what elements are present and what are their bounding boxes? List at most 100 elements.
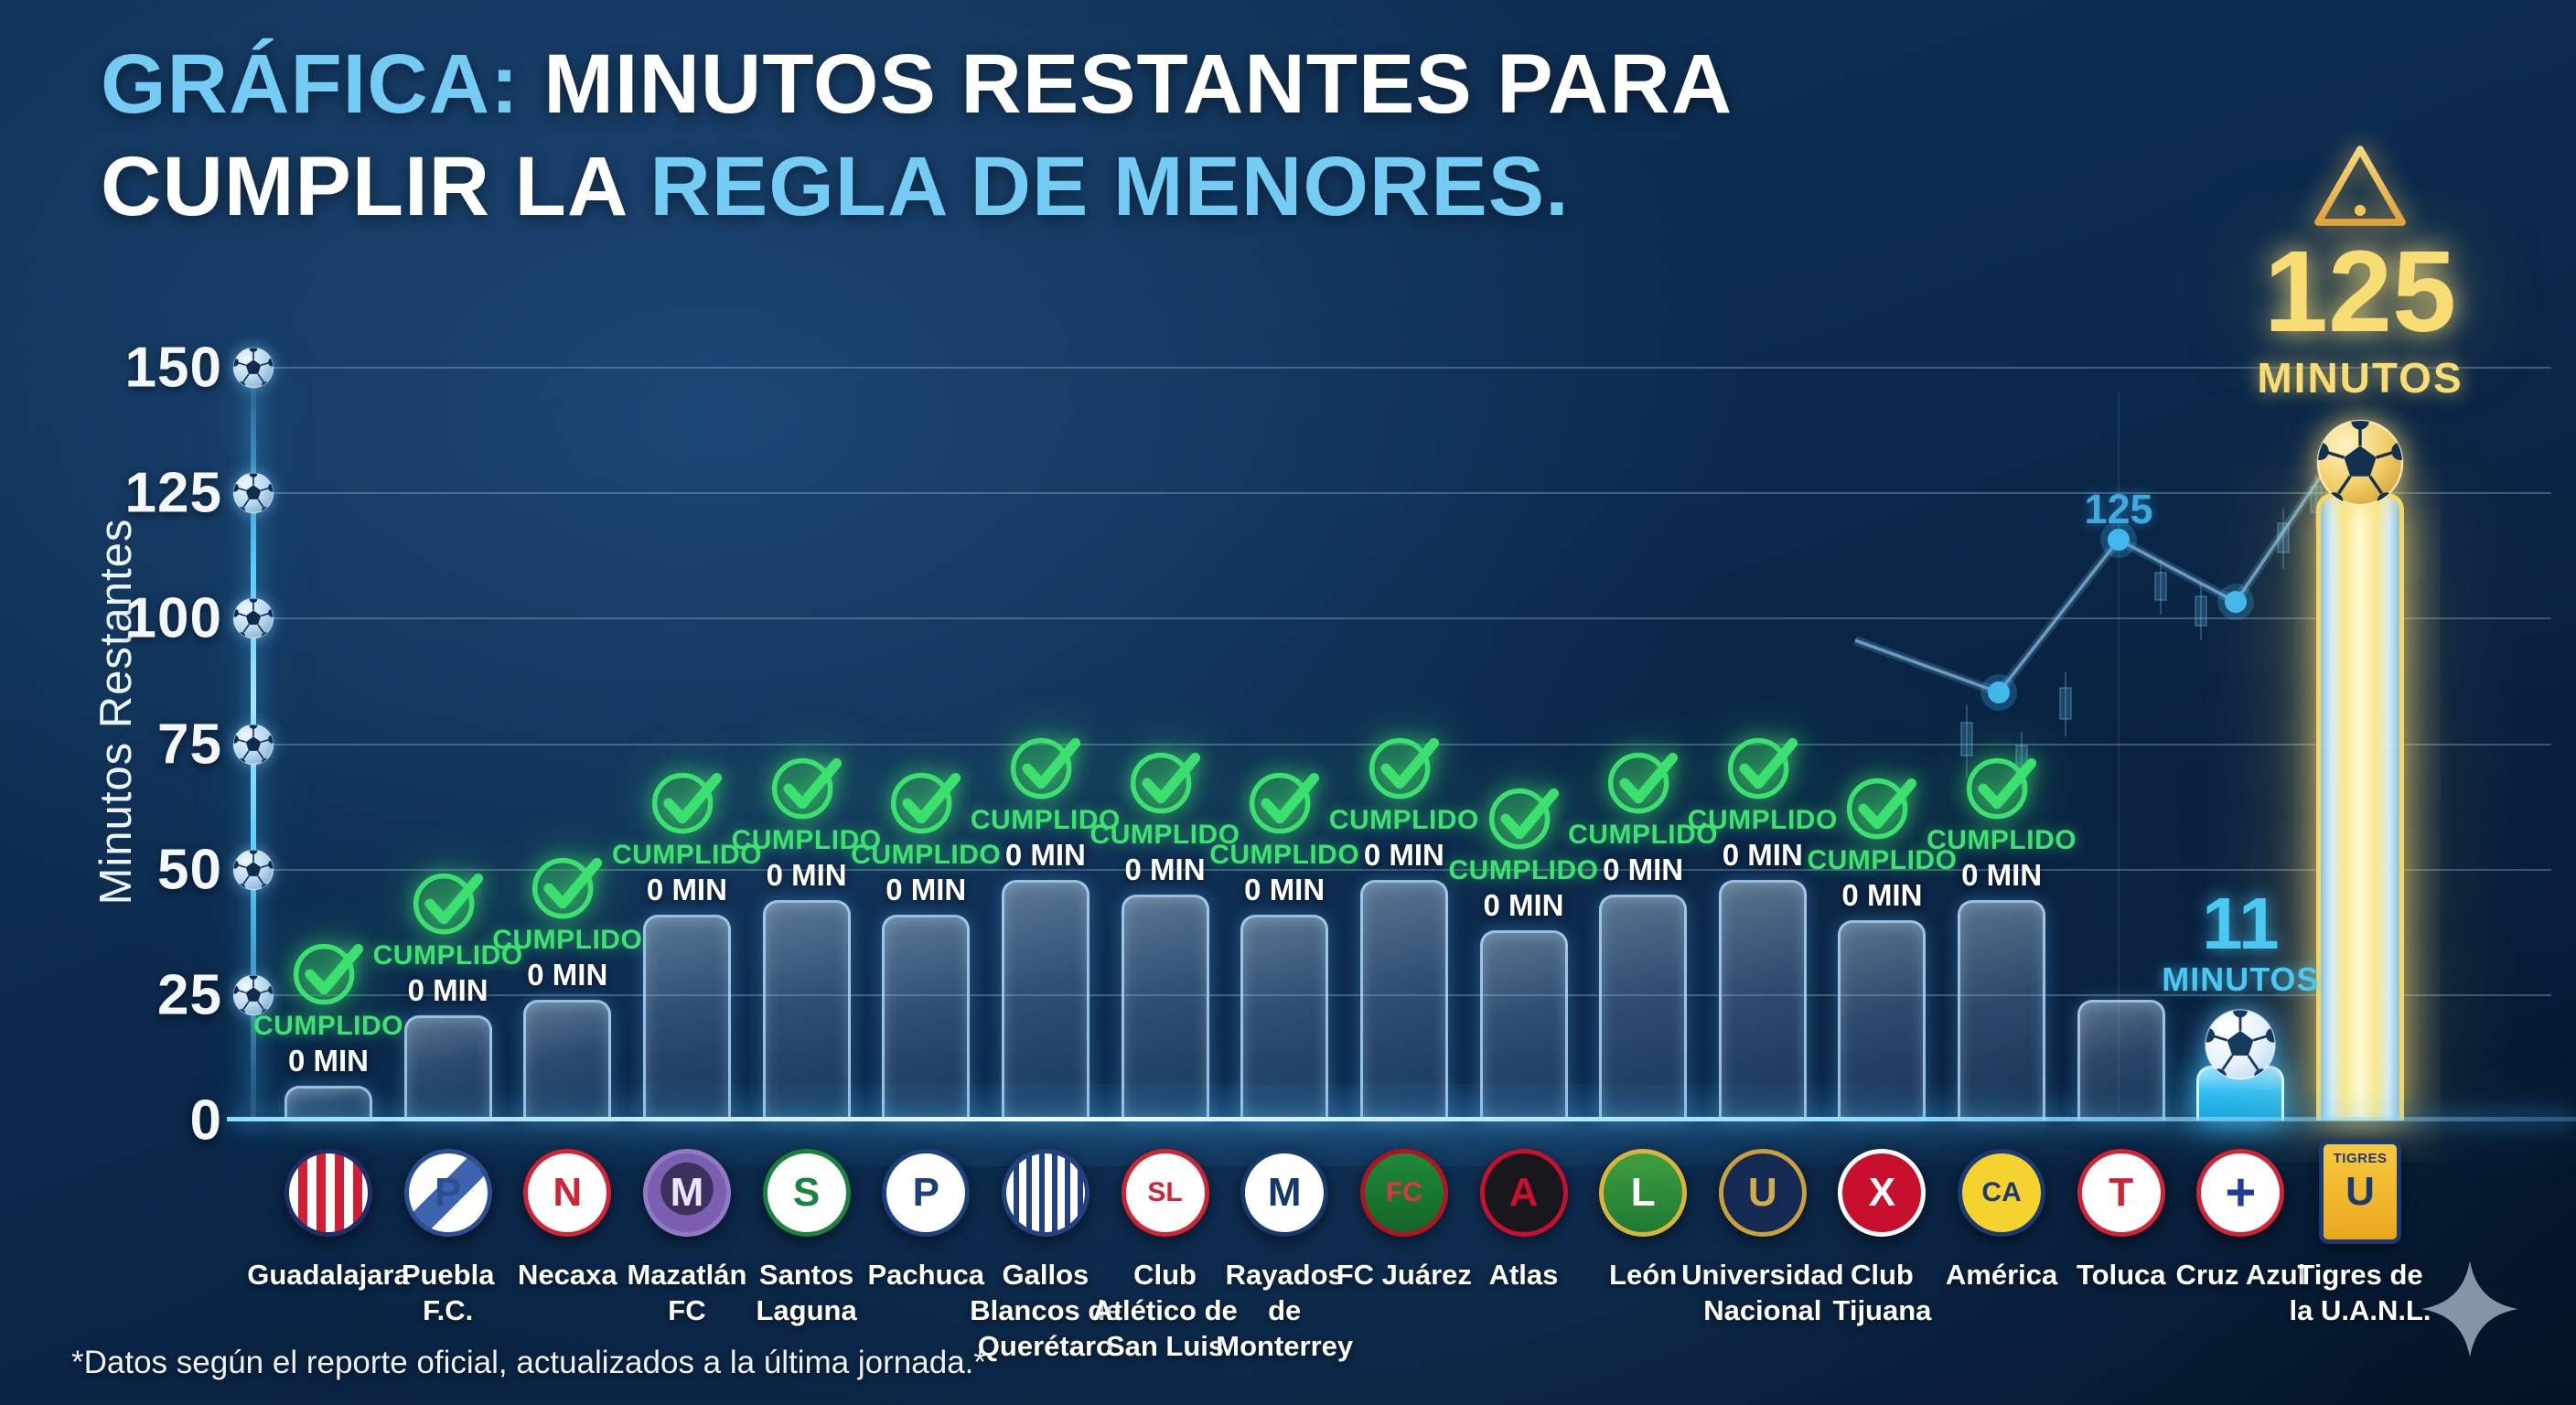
title-segment: MINUTOS RESTANTES PARA: [519, 38, 1733, 131]
title-segment: CUMPLIR LA: [101, 140, 650, 233]
team-label-necaxa: Necaxa: [518, 1259, 617, 1291]
status-label-cumplido: CUMPLIDO: [1568, 820, 1719, 851]
tijuana-logo-monogram: X: [1868, 1170, 1896, 1215]
toluca-logo: T: [2077, 1149, 2165, 1237]
status-label-cumplido: CUMPLIDO: [253, 1010, 403, 1041]
bar-toluca: [2077, 1000, 2165, 1121]
san-luis-logo: SL: [1121, 1149, 1209, 1237]
status-label-minutes: 0 MIN: [1961, 857, 2043, 892]
alert-unit: MINUTOS: [2257, 354, 2463, 402]
status-queretaro: CUMPLIDO 0 MIN: [936, 726, 1155, 873]
status-label-minutes: 0 MIN: [646, 873, 727, 907]
pachuca-logo-monogram: P: [912, 1170, 939, 1215]
status-pachuca: CUMPLIDO 0 MIN: [816, 761, 1036, 907]
cruz-azul-logo-monogram: +: [2225, 1163, 2257, 1222]
fc-juarez-logo: FC: [1359, 1149, 1448, 1237]
status-santos: CUMPLIDO 0 MIN: [697, 746, 917, 893]
axis-ball-150: [232, 347, 274, 389]
america-logo-monogram: CA: [1981, 1177, 2022, 1207]
bar-unam: [1718, 879, 1807, 1121]
page-title: GRÁFICA: MINUTOS RESTANTES PARA CUMPLIR L…: [101, 33, 1733, 238]
trend-line: [1854, 436, 2349, 695]
puebla-logo-monogram: P: [434, 1170, 462, 1215]
status-label-cumplido: CUMPLIDO: [611, 840, 762, 871]
y-tick-100: 100: [124, 586, 222, 650]
y-tick-50: 50: [157, 838, 222, 902]
atlas-logo-monogram: A: [1508, 1170, 1539, 1215]
trend-line-glow: [1853, 434, 2352, 698]
tigres-logo-monogram: U: [2345, 1169, 2375, 1214]
team-label-puebla: Puebla F.C.: [401, 1259, 495, 1326]
status-label-cumplido: CUMPLIDO: [1448, 854, 1599, 885]
status-label-minutes: 0 MIN: [1722, 837, 1803, 872]
status-label-cumplido: CUMPLIDO: [731, 824, 882, 855]
gridline-150: [253, 367, 2551, 369]
status-cruz-azul: 11 MINUTOS: [2131, 886, 2350, 1081]
santos-logo-monogram: S: [792, 1170, 821, 1215]
status-leon: CUMPLIDO 0 MIN: [1533, 741, 1753, 887]
candlestick-marks: [1960, 476, 2348, 788]
status-label-cumplido: CUMPLIDO: [970, 804, 1121, 835]
bar-san-luis: [1121, 895, 1209, 1121]
bar-leon: [1599, 895, 1688, 1121]
gridline-50: [253, 868, 2551, 871]
status-label-minutes: 0 MIN: [527, 958, 608, 992]
team-label-queretaro: Gallos Blancos de Querétaro: [970, 1259, 1122, 1362]
alert-badge: 125 MINUTOS: [2206, 143, 2514, 402]
team-label-santos: Santos Laguna: [756, 1259, 857, 1326]
necaxa-logo-monogram: N: [553, 1170, 583, 1215]
status-label-cumplido: CUMPLIDO: [1687, 804, 1838, 835]
status-label-cumplido: CUMPLIDO: [851, 840, 1002, 871]
status-guadalajara: CUMPLIDO 0 MIN: [219, 932, 438, 1078]
axis-ball-125: [232, 472, 274, 514]
team-label-fc-juarez: FC Juárez: [1336, 1259, 1472, 1291]
title-segment: GRÁFICA:: [101, 38, 520, 131]
soccer-ball-icon: [2315, 418, 2405, 508]
bar-necaxa: [523, 1000, 612, 1121]
status-label-minutes: 0 MIN: [407, 972, 488, 1007]
status-label-cumplido: CUMPLIDO: [372, 939, 523, 971]
atlas-logo: A: [1479, 1149, 1568, 1237]
y-tick-75: 75: [157, 713, 222, 776]
puebla-logo: P: [403, 1149, 492, 1237]
bar-monterrey: [1240, 915, 1329, 1121]
team-label-tigres: Tigres de la U.A.N.L.: [2289, 1259, 2431, 1326]
tijuana-logo: X: [1838, 1149, 1927, 1237]
status-america: CUMPLIDO 0 MIN: [1892, 746, 2111, 893]
team-label-toluca: Toluca: [2076, 1259, 2166, 1291]
axis-ball-75: [232, 724, 274, 766]
title-line2: CUMPLIR LA REGLA DE MENORES.: [101, 135, 1733, 238]
y-tick-0: 0: [189, 1089, 222, 1153]
team-label-mazatlan: Mazatlán FC: [627, 1259, 747, 1326]
leon-logo: L: [1599, 1149, 1688, 1237]
san-luis-logo-monogram: SL: [1147, 1177, 1183, 1207]
bar-mazatlan: [642, 915, 731, 1121]
status-label-minutes: 0 MIN: [1244, 873, 1326, 907]
status-label-minutes: 0 MIN: [766, 857, 847, 892]
team-label-san-luis: Club Atlético de San Luis: [1092, 1259, 1238, 1362]
status-label-minutes: 0 MIN: [1124, 853, 1206, 887]
title-line1: GRÁFICA: MINUTOS RESTANTES PARA: [101, 33, 1733, 135]
santos-logo: S: [762, 1149, 851, 1237]
axis-ball-50: [232, 849, 274, 891]
gold-ball-tigres: [2315, 418, 2405, 508]
tigres-logo: TIGRES U: [2319, 1140, 2402, 1244]
team-label-unam: Universidad Nacional: [1681, 1259, 1844, 1326]
bar-guadalajara: [284, 1085, 372, 1121]
trend-peak-annotation: 125: [2084, 486, 2153, 532]
bar-atlas: [1479, 929, 1568, 1121]
toluca-logo-monogram: T: [2109, 1170, 2134, 1215]
bar-pachuca: [882, 915, 971, 1121]
soccer-ball-icon: [2204, 1008, 2277, 1081]
soccer-ball-icon: [232, 849, 274, 891]
status-tijuana: CUMPLIDO 0 MIN: [1772, 767, 1991, 913]
status-mazatlan: CUMPLIDO 0 MIN: [577, 761, 797, 907]
team-label-guadalajara: Guadalajara: [247, 1259, 410, 1291]
status-label-cumplido: CUMPLIDO: [1927, 824, 2077, 855]
bar-fc-juarez: [1359, 879, 1448, 1121]
fc-juarez-logo-monogram: FC: [1385, 1177, 1422, 1207]
bar-america: [1958, 899, 2046, 1121]
unam-logo: U: [1718, 1149, 1807, 1237]
team-label-leon: León: [1609, 1259, 1678, 1291]
